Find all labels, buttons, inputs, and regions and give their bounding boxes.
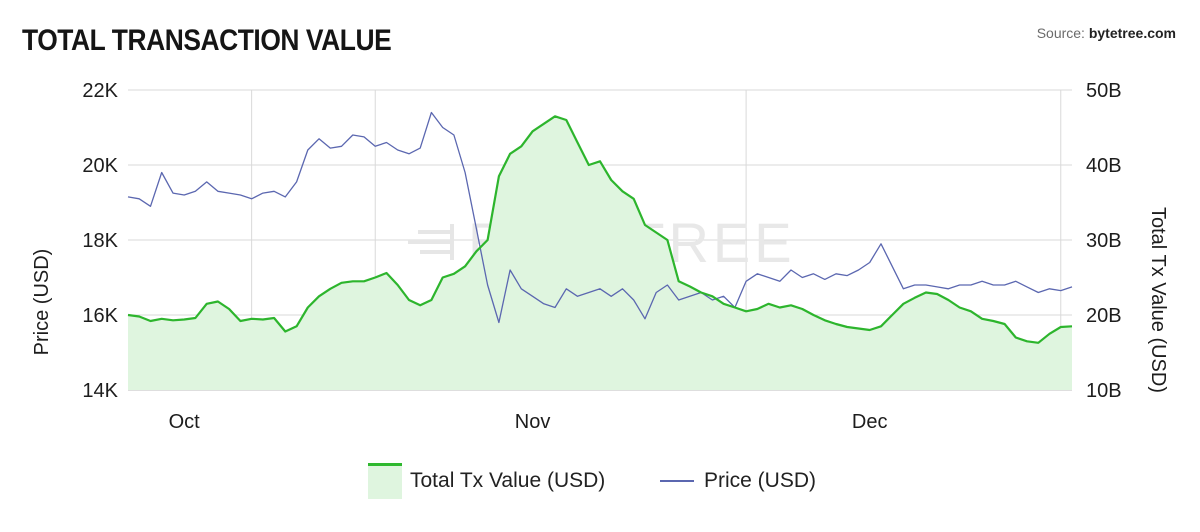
right-axis-label: Total Tx Value (USD) xyxy=(1147,207,1169,393)
left-tick-label: 20K xyxy=(82,155,118,177)
legend-swatch-tx-value xyxy=(368,463,402,499)
x-tick-label: Dec xyxy=(852,411,888,433)
right-tick-label: 50B xyxy=(1086,80,1122,102)
source-credit: Source: bytetree.com xyxy=(1037,25,1176,41)
watermark-tree-icon xyxy=(408,224,454,260)
tx-value-area xyxy=(128,116,1072,391)
legend-item-tx-value[interactable]: Total Tx Value (USD) xyxy=(368,458,605,504)
right-tick-label: 40B xyxy=(1086,155,1122,177)
legend-item-price[interactable]: Price (USD) xyxy=(660,458,816,504)
right-tick-label: 10B xyxy=(1086,380,1122,402)
left-tick-label: 16K xyxy=(82,305,118,327)
chart-legend: Total Tx Value (USD) Price (USD) xyxy=(0,458,1200,506)
legend-label-price: Price (USD) xyxy=(704,469,817,492)
right-axis-ticks: 10B 20B 30B 40B 50B xyxy=(1086,80,1122,402)
left-tick-label: 22K xyxy=(82,80,118,102)
left-axis-ticks: 14K 16K 18K 20K 22K xyxy=(82,80,118,402)
left-tick-label: 14K xyxy=(82,380,118,402)
left-axis-label: Price (USD) xyxy=(31,249,53,356)
right-tick-label: 20B xyxy=(1086,305,1122,327)
chart-title: TOTAL TRANSACTION VALUE xyxy=(22,24,392,57)
legend-label-tx-value: Total Tx Value (USD) xyxy=(410,469,606,492)
source-link[interactable]: bytetree.com xyxy=(1088,25,1176,41)
left-tick-label: 18K xyxy=(82,230,118,252)
x-axis-ticks: Oct Nov Dec xyxy=(169,411,888,433)
x-tick-label: Oct xyxy=(169,411,201,433)
x-tick-label: Nov xyxy=(515,411,551,433)
right-tick-label: 30B xyxy=(1086,230,1122,252)
tx-value-series-line xyxy=(127,115,1073,344)
source-prefix: Source: xyxy=(1036,25,1089,41)
legend-swatch-price xyxy=(660,480,694,482)
price-series-line xyxy=(127,111,1073,324)
